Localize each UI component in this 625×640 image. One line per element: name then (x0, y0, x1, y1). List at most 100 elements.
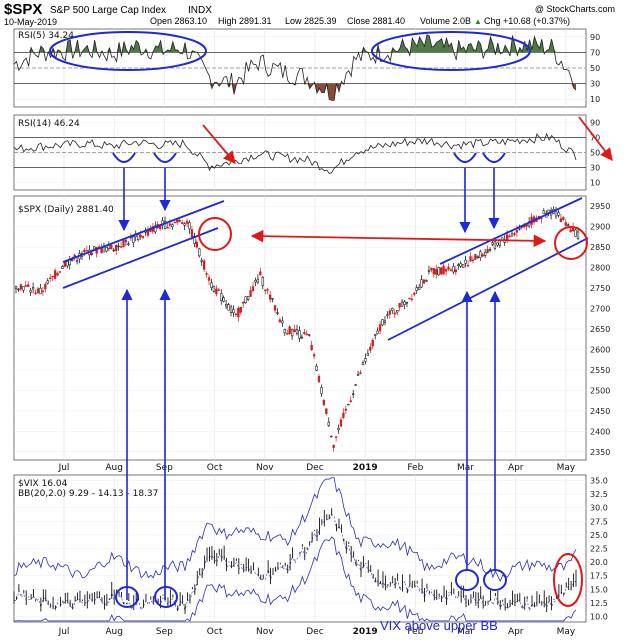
candle-body (486, 249, 489, 253)
candle-body (178, 219, 181, 222)
candle-body (166, 226, 169, 229)
y-tick-label: 20.0 (590, 558, 608, 567)
red-arrow-right (578, 116, 613, 161)
candle-body (559, 218, 563, 223)
candle-body (310, 344, 313, 351)
candle-body (117, 245, 120, 248)
candle-body (547, 209, 550, 213)
x-axis-months: JulJulAugAugSepSepOctOctNovNovDecDec2019… (58, 463, 576, 637)
bb-upper (13, 477, 577, 583)
candle-body (24, 285, 27, 287)
y-tick-label: 2850 (590, 243, 610, 252)
y-tick-label: 25.0 (590, 531, 608, 540)
candle-body (491, 242, 494, 245)
candle-body (352, 393, 355, 396)
candle-body (19, 284, 23, 290)
candle-body (259, 271, 262, 276)
panel-label-bb: BB(20,2.0) 9.29 - 14.13 - 18.37 (18, 489, 158, 499)
candle-body (244, 296, 247, 304)
candle-body (127, 243, 130, 245)
y-tick-label: 50 (590, 64, 600, 73)
candle-body (239, 306, 242, 313)
vix-red-ellipse (553, 553, 583, 607)
candle-body (137, 234, 140, 241)
candle-body (459, 263, 462, 267)
candle-body (557, 212, 560, 216)
y-tick-label: 2450 (590, 407, 610, 416)
candle-body (425, 280, 428, 282)
candle-body (410, 298, 413, 300)
month-label: Dec (306, 627, 323, 637)
candle-body (93, 246, 96, 250)
candle-body (139, 234, 142, 238)
price-breakdown-circle-left (198, 217, 232, 251)
candle-body (237, 308, 240, 318)
candle-body (435, 269, 438, 275)
month-label: 2019 (353, 463, 378, 473)
candle-body (276, 312, 279, 314)
month-label: 2019 (353, 627, 378, 637)
candle-body (254, 280, 257, 283)
candle-body (347, 403, 350, 406)
candle-body (447, 266, 450, 270)
candle-body (176, 219, 179, 223)
candle-body (278, 319, 282, 323)
candle-body (398, 302, 401, 308)
candle-body (34, 292, 37, 295)
candle-body (337, 427, 340, 430)
rsi14-cup (112, 152, 136, 163)
stockcharts-credit: @ StockCharts.com (535, 4, 615, 14)
candle-body (488, 249, 492, 251)
candle-body (303, 331, 306, 334)
candle-body (207, 277, 211, 281)
candle-body (508, 235, 511, 238)
candle-body (154, 225, 157, 233)
candle-body (393, 312, 396, 315)
candle-body (256, 278, 260, 283)
rsi14-cup (482, 152, 506, 163)
candle-body (163, 220, 167, 229)
channel-lower-left (62, 227, 219, 289)
candle-body (317, 375, 321, 383)
month-label: Oct (207, 463, 223, 473)
candle-body (493, 240, 497, 249)
candle-body (369, 346, 372, 351)
candle-body (198, 248, 201, 257)
candle-body (422, 279, 426, 284)
candle-body (554, 210, 558, 217)
rsi5-ellipse-left (49, 31, 207, 71)
candle-body (27, 284, 30, 287)
candle-body (469, 256, 472, 262)
candle-body (574, 229, 577, 237)
candle-body (464, 259, 467, 264)
y-tick-label: 10 (590, 179, 600, 188)
candle-body (271, 298, 274, 300)
month-label: Apr (508, 627, 524, 637)
candle-body (39, 288, 42, 295)
y-tick-label: 30.0 (590, 504, 608, 513)
rsi14-cup (453, 152, 477, 163)
annotations (49, 31, 613, 608)
panel-label: RSI(5) 34.24 (18, 31, 74, 41)
candle-body (229, 306, 233, 313)
rsi-overbought-fill (14, 34, 576, 53)
candle-body (124, 240, 128, 242)
price-panel: 2950 2900 2850 2800 2750 2700 2650 2600 2550 2500… (13, 195, 610, 461)
candle-body (205, 273, 208, 275)
candle-body (14, 286, 18, 289)
candle-body (325, 408, 328, 414)
month-label: Nov (256, 627, 274, 637)
candle-body (212, 286, 216, 292)
y-tick-label: 2500 (590, 386, 610, 395)
candle-body (193, 235, 196, 244)
y-tick-label: 2900 (590, 223, 610, 232)
month-label: May (557, 627, 576, 637)
y-tick-label: 10 (590, 95, 600, 104)
rsi-line (13, 34, 577, 101)
candle-body (222, 297, 225, 302)
candle-body (312, 354, 316, 357)
rsi-line (13, 132, 577, 174)
candle-body (75, 260, 79, 262)
y-tick-label: 12.5 (590, 599, 608, 608)
candle-body (53, 270, 57, 279)
